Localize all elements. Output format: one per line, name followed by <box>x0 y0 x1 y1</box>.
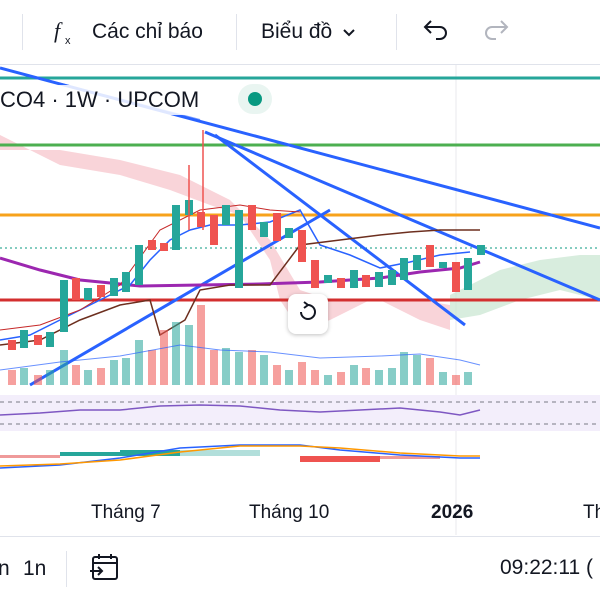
candle <box>235 210 243 288</box>
candle <box>248 205 256 230</box>
undo-button[interactable] <box>422 14 448 50</box>
candle <box>110 278 118 296</box>
candle <box>285 228 293 238</box>
candle <box>8 340 16 350</box>
candle <box>160 243 168 251</box>
candle <box>197 212 205 227</box>
candle <box>20 330 28 348</box>
svg-text:f: f <box>54 18 63 43</box>
lagging-line <box>0 204 301 331</box>
ichimoku-cloud-green <box>450 255 600 320</box>
candle <box>273 213 281 241</box>
trendline <box>204 130 600 302</box>
toolbar-divider <box>66 551 67 587</box>
macd-histogram <box>0 450 440 462</box>
interval-button-selected[interactable]: 1n <box>23 557 47 580</box>
candles <box>8 130 485 350</box>
symbol-text: CO4 · 1W · UPCOM <box>0 87 200 112</box>
candle <box>34 335 42 345</box>
volume-bars <box>8 305 472 385</box>
candle <box>452 262 460 292</box>
symbol-legend[interactable]: CO4 · 1W · UPCOM <box>0 85 200 115</box>
rsi-line <box>0 404 481 416</box>
candle <box>439 262 447 268</box>
market-status-indicator[interactable] <box>238 84 272 114</box>
macd-signal-line <box>0 445 480 467</box>
time-axis-label: Th <box>583 502 600 523</box>
time-axis-label: Tháng 10 <box>249 502 330 523</box>
goto-date-icon[interactable] <box>88 551 120 588</box>
candle <box>350 270 358 288</box>
ichimoku-cloud-red <box>0 135 450 330</box>
indicators-label: Các chỉ báo <box>92 20 203 43</box>
candle <box>260 222 268 237</box>
candle <box>148 240 156 250</box>
candle <box>337 278 345 288</box>
chart-canvas[interactable] <box>0 65 600 535</box>
chart-type-label: Biểu đồ <box>261 20 333 43</box>
chevron-down-icon <box>342 20 356 44</box>
candle <box>46 332 54 347</box>
toolbar-divider <box>22 14 23 50</box>
candle <box>60 280 68 332</box>
bottom-toolbar: n 1n <box>0 536 600 601</box>
base-line-dark <box>0 229 480 346</box>
candle <box>72 278 80 300</box>
candle <box>311 260 319 288</box>
candle <box>464 258 472 290</box>
reset-chart-button[interactable] <box>288 294 328 334</box>
time-axis-label: 2026 <box>431 502 474 523</box>
candle <box>222 205 230 225</box>
candle <box>84 288 92 300</box>
chart-type-button[interactable]: Biểu đồ <box>261 14 356 50</box>
function-icon: f x <box>52 17 80 47</box>
indicators-button[interactable]: f x Các chỉ báo <box>52 14 203 50</box>
candle <box>135 245 143 285</box>
toolbar-divider <box>396 14 397 50</box>
rsi-pane <box>0 395 600 431</box>
status-dot <box>248 92 262 106</box>
candle <box>122 272 130 292</box>
candle <box>97 285 105 297</box>
candle <box>388 270 396 285</box>
candle <box>210 215 218 245</box>
redo-button[interactable] <box>484 14 510 50</box>
candle <box>298 230 306 262</box>
candle <box>324 275 332 283</box>
interval-button[interactable]: n <box>0 557 10 580</box>
candle <box>477 245 485 255</box>
candle <box>375 272 383 287</box>
candle <box>413 255 421 270</box>
volume-ma-line <box>0 344 481 371</box>
undo-icon <box>422 18 448 46</box>
redo-icon <box>484 18 510 46</box>
clock-timezone[interactable]: 09:22:11 ( <box>500 556 594 579</box>
candle <box>400 258 408 280</box>
reset-icon <box>297 300 319 328</box>
candle <box>426 245 434 267</box>
candle <box>172 205 180 250</box>
time-axis-label: Tháng 7 <box>91 502 161 523</box>
baseline-purple <box>0 256 481 288</box>
svg-text:x: x <box>65 35 71 47</box>
top-toolbar: f x Các chỉ báo Biểu đồ <box>0 0 600 65</box>
candle <box>362 275 370 287</box>
chart-pane[interactable] <box>0 65 600 535</box>
toolbar-divider <box>236 14 237 50</box>
trendline <box>214 133 466 327</box>
